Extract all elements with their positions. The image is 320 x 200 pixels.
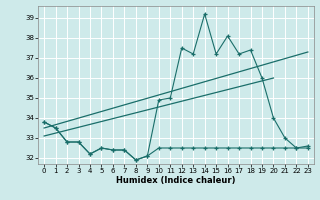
X-axis label: Humidex (Indice chaleur): Humidex (Indice chaleur)	[116, 176, 236, 185]
